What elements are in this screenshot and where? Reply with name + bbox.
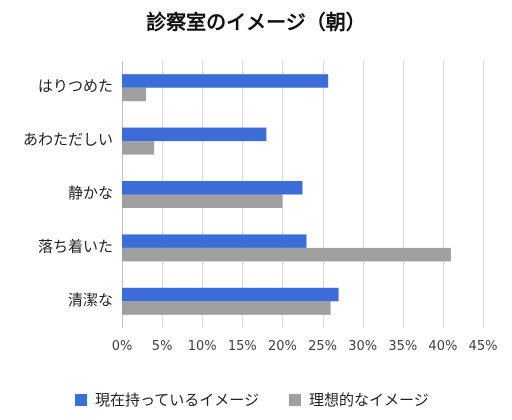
category-label: 静かな bbox=[68, 184, 113, 202]
series-1-bar bbox=[122, 74, 329, 88]
x-tick-label: 20% bbox=[268, 339, 297, 354]
series-1-bar bbox=[122, 287, 339, 302]
x-tick-label: 35% bbox=[388, 339, 417, 354]
legend-item-current-image: 現在持っているイメージ bbox=[75, 392, 259, 408]
series-2-bar bbox=[122, 141, 155, 155]
x-tick-label: 0% bbox=[112, 339, 133, 354]
series-2-bar bbox=[122, 194, 283, 208]
legend-swatch-current-image bbox=[75, 394, 87, 406]
series-2-bar bbox=[122, 301, 331, 315]
x-tick-label: 45% bbox=[469, 339, 498, 354]
value-axis: 0% 5% 10% 15% 20% 25% 30% 35% 40% 45% bbox=[112, 339, 498, 354]
category-label: 落ち着いた bbox=[38, 237, 113, 255]
legend-item-ideal-image: 理想的なイメージ bbox=[289, 392, 429, 408]
category-label: 清潔な bbox=[68, 291, 113, 309]
x-tick-label: 30% bbox=[348, 339, 377, 354]
series-2-bar bbox=[122, 87, 147, 102]
series-1-bar bbox=[122, 234, 307, 248]
series-1-bar bbox=[122, 127, 267, 142]
series-2-bar bbox=[122, 247, 451, 262]
legend-label-current-image: 現在持っているイメージ bbox=[95, 391, 259, 409]
legend-label-ideal-image: 理想的なイメージ bbox=[309, 391, 429, 409]
x-tick-label: 15% bbox=[228, 339, 257, 354]
bars bbox=[122, 74, 451, 315]
x-tick-label: 10% bbox=[188, 339, 217, 354]
x-tick-label: 25% bbox=[308, 339, 337, 354]
category-label: はりつめた bbox=[38, 77, 113, 95]
category-label: あわただしい bbox=[23, 131, 113, 149]
x-tick-label: 5% bbox=[152, 339, 173, 354]
series-1-bar bbox=[122, 181, 303, 195]
chart-title: 診察室のイメージ（朝） bbox=[146, 10, 366, 34]
x-tick-label: 40% bbox=[428, 339, 457, 354]
legend-swatch-ideal-image bbox=[289, 394, 301, 406]
